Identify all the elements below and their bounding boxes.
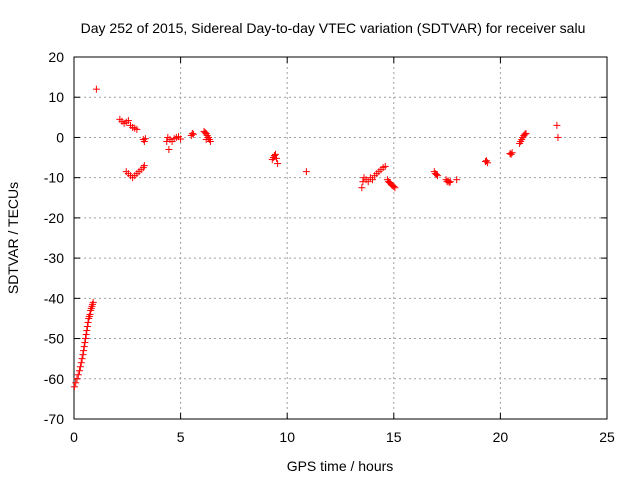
axis-ticks: 0 5 10 15 20 25 20 10 0 -10 -20 -30 -40 -50 -60 -70 [44, 49, 615, 445]
data-point [273, 154, 281, 162]
data-point [364, 178, 372, 186]
data-point [432, 170, 440, 178]
data-point [77, 359, 85, 367]
data-point [390, 183, 398, 191]
data-point [80, 347, 88, 355]
x-tick-label: 25 [599, 429, 615, 445]
x-tick-label: 0 [70, 429, 78, 445]
y-tick-label: 0 [56, 129, 64, 145]
data-point [74, 371, 82, 379]
data-point [445, 178, 453, 186]
y-tick-label: -50 [44, 331, 64, 347]
data-point [133, 125, 141, 133]
x-tick-label: 10 [279, 429, 295, 445]
x-axis-label: GPS time / hours [287, 458, 394, 474]
data-point [434, 172, 442, 180]
data-point [89, 298, 97, 306]
data-point [83, 322, 91, 330]
y-tick-label: -10 [44, 170, 64, 186]
data-point [522, 129, 530, 137]
data-point [84, 318, 92, 326]
data-point [76, 367, 84, 375]
y-tick-label: 20 [48, 49, 64, 65]
x-tick-label: 15 [386, 429, 402, 445]
data-point [391, 184, 399, 192]
data-point [302, 168, 310, 176]
data-point [188, 129, 196, 137]
data-point [79, 351, 87, 359]
data-point [368, 176, 376, 184]
data-point [81, 339, 89, 347]
x-tick-label: 20 [493, 429, 509, 445]
data-points [70, 85, 562, 391]
plot-frame [73, 56, 608, 420]
data-point [141, 135, 149, 143]
chart-title: Day 252 of 2015, Sidereal Day-to-day VTE… [81, 20, 586, 36]
y-tick-label: -20 [44, 210, 64, 226]
data-point [484, 159, 492, 167]
y-axis-label: SDTVAR / TECUs [5, 182, 21, 294]
x-tick-label: 5 [177, 429, 185, 445]
data-point [165, 146, 173, 154]
data-point [206, 137, 214, 145]
y-tick-label: -30 [44, 250, 64, 266]
data-point [553, 121, 561, 129]
data-point [521, 130, 529, 138]
data-point [86, 310, 94, 318]
data-point [453, 176, 461, 184]
data-point [80, 343, 88, 351]
data-point [70, 383, 78, 391]
data-point [271, 150, 279, 158]
data-point [554, 133, 562, 141]
data-point [507, 150, 515, 158]
y-tick-label: -70 [44, 411, 64, 427]
data-point [73, 375, 81, 383]
data-point [204, 133, 212, 141]
y-tick-label: -60 [44, 371, 64, 387]
grid [74, 57, 607, 419]
data-point [446, 178, 454, 186]
data-point [76, 363, 84, 371]
data-point [177, 135, 185, 143]
data-point [92, 85, 100, 93]
y-tick-label: -40 [44, 290, 64, 306]
data-point [140, 162, 148, 170]
data-point [72, 379, 80, 387]
data-point [82, 331, 90, 339]
data-point [274, 160, 282, 168]
data-point [124, 117, 132, 125]
data-point [82, 335, 90, 343]
data-point [83, 327, 91, 335]
data-point [78, 355, 86, 363]
data-point [358, 184, 366, 192]
data-point [189, 130, 197, 138]
data-point [508, 149, 516, 157]
y-tick-label: 10 [48, 89, 64, 105]
data-point [381, 162, 389, 170]
